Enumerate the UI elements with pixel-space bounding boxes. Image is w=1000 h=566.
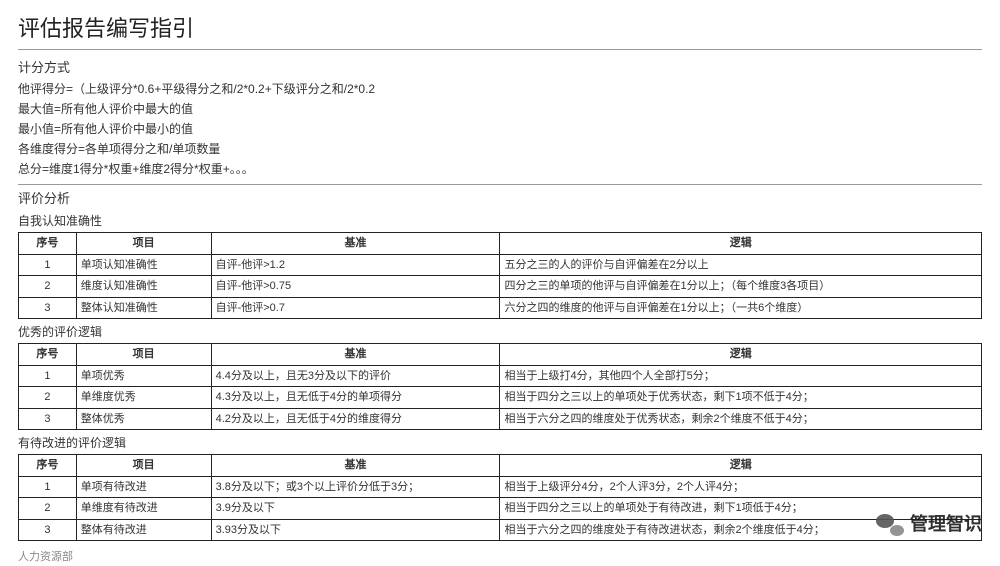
cell-idx: 3 bbox=[19, 408, 77, 430]
cell-idx: 1 bbox=[19, 254, 77, 276]
table-row: 3整体有待改进3.93分及以下相当于六分之四的维度处于有待改进状态，剩余2个维度… bbox=[19, 519, 982, 541]
cell-item: 整体有待改进 bbox=[76, 519, 211, 541]
cell-basis: 自评-他评>0.75 bbox=[211, 276, 500, 298]
cell-idx: 1 bbox=[19, 476, 77, 498]
footer-text: 人力资源部 bbox=[18, 549, 982, 566]
cell-idx: 2 bbox=[19, 387, 77, 409]
formula-line: 他评得分=（上级评分*0.6+平级得分之和/2*0.2+下级评分之和/2*0.2 bbox=[18, 80, 982, 98]
cell-idx: 2 bbox=[19, 276, 77, 298]
table-header: 序号 bbox=[19, 233, 77, 255]
table-header: 基准 bbox=[211, 455, 500, 477]
cell-item: 整体优秀 bbox=[76, 408, 211, 430]
cell-item: 整体认知准确性 bbox=[76, 297, 211, 319]
table-header: 项目 bbox=[76, 233, 211, 255]
cell-basis: 4.2分及以上，且无低于4分的维度得分 bbox=[211, 408, 500, 430]
table-header: 逻辑 bbox=[500, 344, 982, 366]
cell-basis: 3.93分及以下 bbox=[211, 519, 500, 541]
table-row: 1单项认知准确性自评-他评>1.2五分之三的人的评价与自评偏差在2分以上 bbox=[19, 254, 982, 276]
cell-logic: 四分之三的单项的他评与自评偏差在1分以上；（每个维度3各项目） bbox=[500, 276, 982, 298]
table-header: 序号 bbox=[19, 455, 77, 477]
table-row: 2单维度有待改进3.9分及以下相当于四分之三以上的单项处于有待改进，剩下1项低于… bbox=[19, 498, 982, 520]
cell-logic: 相当于上级评分4分，2个人评3分，2个人评4分； bbox=[500, 476, 982, 498]
data-table: 序号项目基准逻辑1单项有待改进3.8分及以下；或3个以上评价分低于3分；相当于上… bbox=[18, 454, 982, 541]
cell-item: 维度认知准确性 bbox=[76, 276, 211, 298]
table-row: 3整体优秀4.2分及以上，且无低于4分的维度得分相当于六分之四的维度处于优秀状态… bbox=[19, 408, 982, 430]
cell-basis: 3.8分及以下；或3个以上评价分低于3分； bbox=[211, 476, 500, 498]
cell-basis: 4.4分及以上，且无3分及以下的评价 bbox=[211, 365, 500, 387]
cell-idx: 2 bbox=[19, 498, 77, 520]
cell-basis: 自评-他评>0.7 bbox=[211, 297, 500, 319]
section-divider bbox=[18, 184, 982, 185]
subsection-title: 自我认知准确性 bbox=[18, 212, 982, 230]
table-header: 项目 bbox=[76, 344, 211, 366]
formula-line: 最小值=所有他人评价中最小的值 bbox=[18, 120, 982, 138]
table-header: 序号 bbox=[19, 344, 77, 366]
formula-line: 最大值=所有他人评价中最大的值 bbox=[18, 100, 982, 118]
table-header: 逻辑 bbox=[500, 233, 982, 255]
cell-basis: 3.9分及以下 bbox=[211, 498, 500, 520]
cell-idx: 3 bbox=[19, 519, 77, 541]
formula-line: 各维度得分=各单项得分之和/单项数量 bbox=[18, 140, 982, 158]
cell-basis: 4.3分及以上，且无低于4分的单项得分 bbox=[211, 387, 500, 409]
tables-container: 自我认知准确性序号项目基准逻辑1单项认知准确性自评-他评>1.2五分之三的人的评… bbox=[18, 212, 982, 541]
subsection-title: 优秀的评价逻辑 bbox=[18, 323, 982, 341]
wechat-icon bbox=[876, 514, 904, 536]
table-header: 逻辑 bbox=[500, 455, 982, 477]
watermark: 管理智识 bbox=[876, 511, 982, 538]
cell-item: 单维度优秀 bbox=[76, 387, 211, 409]
cell-item: 单项有待改进 bbox=[76, 476, 211, 498]
cell-idx: 3 bbox=[19, 297, 77, 319]
scoring-heading: 计分方式 bbox=[18, 58, 982, 78]
table-row: 1单项有待改进3.8分及以下；或3个以上评价分低于3分；相当于上级评分4分，2个… bbox=[19, 476, 982, 498]
table-header: 基准 bbox=[211, 344, 500, 366]
table-row: 2维度认知准确性自评-他评>0.75四分之三的单项的他评与自评偏差在1分以上；（… bbox=[19, 276, 982, 298]
table-header: 基准 bbox=[211, 233, 500, 255]
cell-item: 单项优秀 bbox=[76, 365, 211, 387]
cell-logic: 相当于上级打4分，其他四个人全部打5分； bbox=[500, 365, 982, 387]
cell-idx: 1 bbox=[19, 365, 77, 387]
table-row: 2单维度优秀4.3分及以上，且无低于4分的单项得分相当于四分之三以上的单项处于优… bbox=[19, 387, 982, 409]
analysis-heading: 评价分析 bbox=[18, 189, 982, 209]
data-table: 序号项目基准逻辑1单项认知准确性自评-他评>1.2五分之三的人的评价与自评偏差在… bbox=[18, 232, 982, 319]
cell-logic: 相当于六分之四的维度处于优秀状态，剩余2个维度不低于4分； bbox=[500, 408, 982, 430]
subsection-title: 有待改进的评价逻辑 bbox=[18, 434, 982, 452]
watermark-text: 管理智识 bbox=[910, 511, 982, 538]
cell-logic: 相当于四分之三以上的单项处于优秀状态，剩下1项不低于4分； bbox=[500, 387, 982, 409]
cell-basis: 自评-他评>1.2 bbox=[211, 254, 500, 276]
cell-logic: 六分之四的维度的他评与自评偏差在1分以上；（一共6个维度） bbox=[500, 297, 982, 319]
table-row: 1单项优秀4.4分及以上，且无3分及以下的评价相当于上级打4分，其他四个人全部打… bbox=[19, 365, 982, 387]
table-row: 3整体认知准确性自评-他评>0.7六分之四的维度的他评与自评偏差在1分以上；（一… bbox=[19, 297, 982, 319]
formula-line: 总分=维度1得分*权重+维度2得分*权重+。。。 bbox=[18, 160, 982, 178]
page-title: 评估报告编写指引 bbox=[18, 12, 982, 45]
cell-logic: 五分之三的人的评价与自评偏差在2分以上 bbox=[500, 254, 982, 276]
table-header: 项目 bbox=[76, 455, 211, 477]
cell-item: 单项认知准确性 bbox=[76, 254, 211, 276]
cell-item: 单维度有待改进 bbox=[76, 498, 211, 520]
data-table: 序号项目基准逻辑1单项优秀4.4分及以上，且无3分及以下的评价相当于上级打4分，… bbox=[18, 343, 982, 430]
title-underline bbox=[18, 49, 982, 50]
